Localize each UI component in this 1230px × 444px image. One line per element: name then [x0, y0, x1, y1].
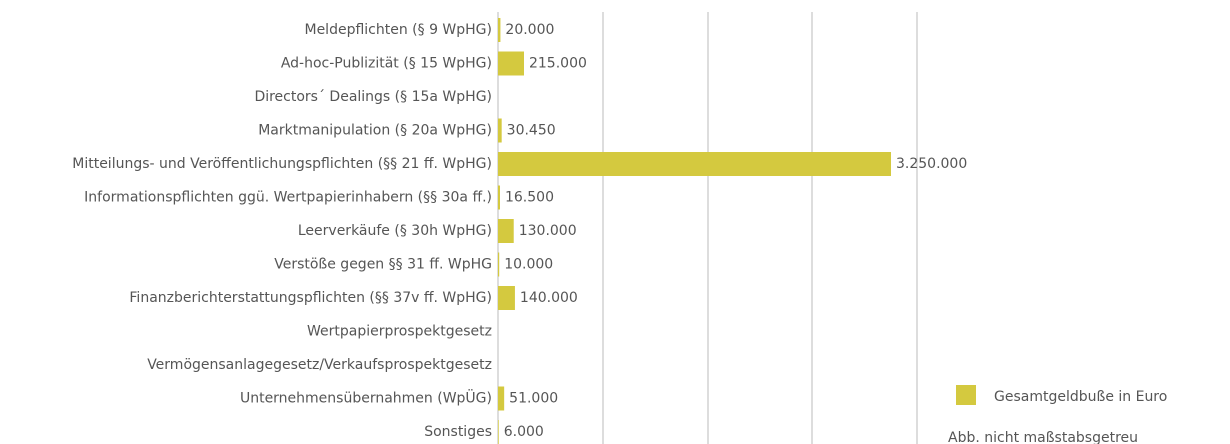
data-label: 51.000 — [509, 391, 558, 407]
data-label: 130.000 — [519, 223, 577, 239]
y-tick-label: Marktmanipulation (§ 20a WpHG) — [258, 123, 492, 139]
bar — [498, 152, 891, 176]
data-label: 20.000 — [505, 22, 554, 38]
data-label: 3.250.000 — [896, 156, 967, 172]
legend-swatch — [956, 385, 976, 405]
y-tick-label: Wertpapierprospektgesetz — [307, 324, 492, 340]
bar — [498, 420, 499, 444]
y-tick-label: Vermögensanlagegesetz/Verkaufsprospektge… — [147, 357, 492, 373]
bar — [498, 286, 515, 310]
y-tick-label: Directors´ Dealings (§ 15a WpHG) — [254, 89, 492, 105]
y-tick-label: Verstöße gegen §§ 31 ff. WpHG — [274, 257, 492, 273]
annotation: Abb. nicht maßstabsgetreu — [948, 430, 1138, 444]
y-tick-label: Unternehmensübernahmen (WpÜG) — [240, 389, 492, 407]
data-label: 30.450 — [507, 123, 556, 139]
bar — [498, 118, 502, 143]
bar — [498, 18, 501, 42]
y-tick-label: Leerverkäufe (§ 30h WpHG) — [298, 223, 492, 239]
y-tick-label: Informationspflichten ggü. Wertpapierinh… — [84, 190, 492, 206]
legend-label: Gesamtgeldbuße in Euro — [994, 389, 1167, 405]
bar — [498, 252, 500, 277]
data-label: 215.000 — [529, 56, 587, 72]
data-label: 6.000 — [504, 424, 544, 440]
data-label: 140.000 — [520, 290, 578, 306]
y-tick-label: Mitteilungs- und Veröffentlichungspflich… — [72, 156, 492, 172]
y-tick-label: Finanzberichterstattungspflichten (§§ 37… — [129, 290, 492, 306]
y-tick-label: Meldepflichten (§ 9 WpHG) — [304, 22, 492, 38]
y-tick-label: Sonstiges — [424, 424, 492, 440]
bar — [498, 219, 514, 243]
y-tick-label: Ad-hoc-Publizität (§ 15 WpHG) — [281, 56, 492, 72]
bar — [498, 185, 500, 210]
data-label: 10.000 — [504, 257, 553, 273]
bar — [498, 386, 505, 411]
bar — [498, 51, 524, 76]
data-label: 16.500 — [505, 190, 554, 206]
